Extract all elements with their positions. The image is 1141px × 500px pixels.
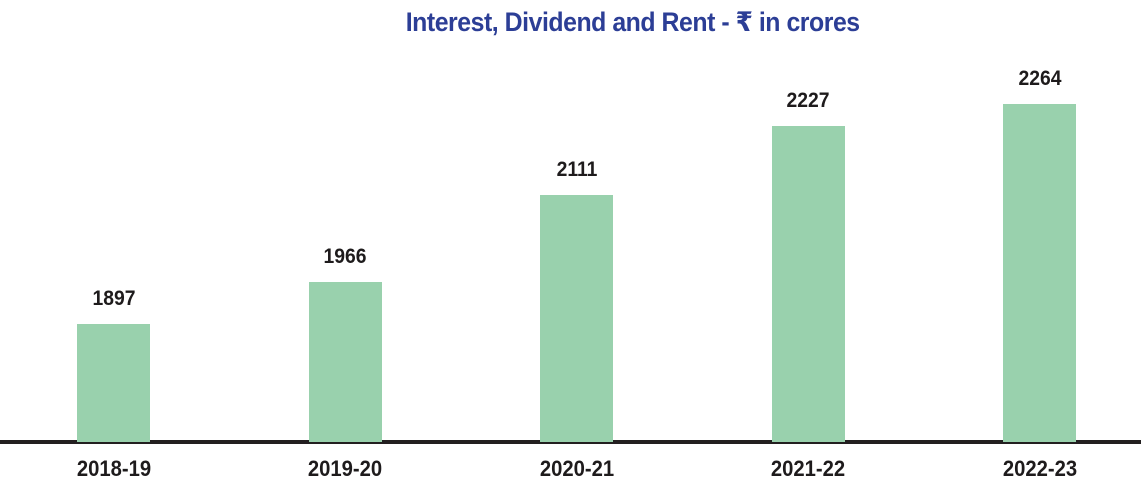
bar-value-label: 2227 (786, 89, 830, 112)
chart-title-text: Interest, Dividend and Rent - ₹ in crore… (405, 7, 860, 37)
bar (1003, 104, 1077, 442)
x-axis-tick-label: 2021-22 (771, 456, 846, 481)
chart-title: Interest, Dividend and Rent - ₹ in crore… (62, 7, 1141, 38)
x-axis-tick-label: 2020-21 (539, 456, 614, 481)
x-axis-tick-label: 2022-23 (1002, 456, 1078, 481)
bar-value-label: 1897 (92, 287, 135, 310)
bar-value-label: 2264 (1018, 67, 1062, 90)
bar (540, 195, 614, 442)
bar-value-label: 2111 (556, 158, 598, 181)
bar (308, 282, 382, 442)
x-axis-tick-label: 2019-20 (307, 456, 383, 481)
bar (771, 126, 845, 442)
bar-value-label: 1966 (323, 245, 367, 268)
bar (77, 324, 150, 442)
x-axis-tick-label: 2018-19 (76, 456, 151, 481)
x-axis-line (0, 440, 1141, 444)
